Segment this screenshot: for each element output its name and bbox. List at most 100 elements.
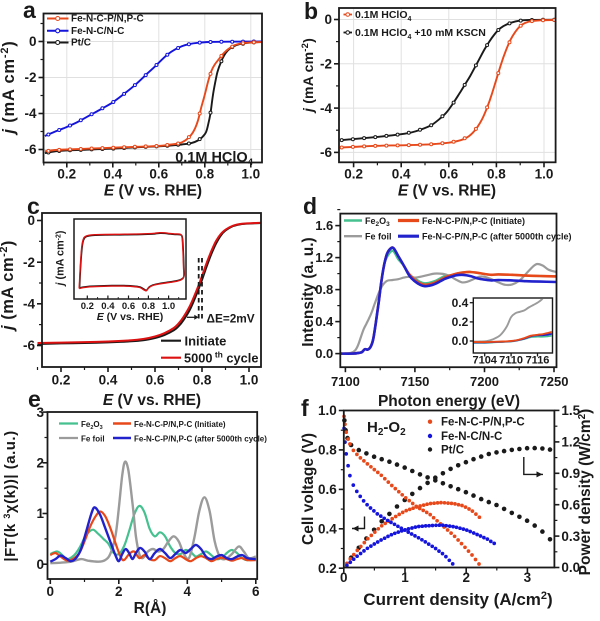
svg-text:j (mA cm-2): j (mA cm-2) — [0, 40, 18, 135]
svg-text:b: b — [304, 0, 318, 24]
svg-text:e: e — [28, 386, 41, 412]
svg-text:E (V vs. RHE): E (V vs. RHE) — [97, 311, 164, 323]
svg-text:0.8: 0.8 — [315, 282, 333, 297]
svg-text:Photon energy (eV): Photon energy (eV) — [378, 393, 520, 410]
svg-text:0.8: 0.8 — [195, 167, 214, 182]
svg-text:E (V vs. RHE): E (V vs. RHE) — [398, 183, 496, 200]
svg-text:Fe foil: Fe foil — [365, 232, 392, 242]
svg-text:0.0: 0.0 — [452, 334, 469, 348]
svg-text:Intensity (a. u.): Intensity (a. u.) — [300, 237, 317, 346]
svg-text:0: 0 — [47, 584, 55, 599]
svg-text:0.2: 0.2 — [57, 167, 76, 182]
svg-text:0.0: 0.0 — [315, 346, 333, 361]
svg-text:Pt/C: Pt/C — [441, 445, 464, 457]
svg-text:Initiate: Initiate — [185, 334, 227, 349]
svg-text:0: 0 — [29, 34, 37, 49]
svg-text:Fe-N-C/N-C: Fe-N-C/N-C — [71, 26, 124, 37]
svg-text:0.8: 0.8 — [193, 373, 212, 388]
svg-text:0.4: 0.4 — [318, 522, 337, 537]
svg-text:0: 0 — [36, 557, 44, 572]
svg-text:Pt/C: Pt/C — [71, 38, 91, 49]
svg-text:0.1M HClO4 +10 mM KSCN: 0.1M HClO4 +10 mM KSCN — [355, 27, 486, 41]
svg-text:-2: -2 — [320, 57, 332, 72]
svg-text:Power density (W/cm2): Power density (W/cm2) — [577, 409, 595, 576]
svg-text:1.0: 1.0 — [535, 167, 554, 182]
svg-text:1: 1 — [401, 570, 409, 585]
svg-text:0.2: 0.2 — [344, 167, 363, 182]
svg-text:0.4: 0.4 — [99, 373, 118, 388]
svg-text:0.8: 0.8 — [142, 301, 155, 312]
svg-text:-2: -2 — [23, 255, 35, 270]
svg-text:0.2: 0.2 — [318, 561, 337, 576]
svg-text:0.2: 0.2 — [81, 301, 94, 312]
svg-text:-2: -2 — [24, 70, 36, 85]
svg-text:-6: -6 — [23, 338, 35, 353]
svg-text:5000 th cycle: 5000 th cycle — [184, 350, 258, 366]
svg-text:1.2: 1.2 — [315, 250, 333, 265]
svg-text:Fe-N-C/N-C: Fe-N-C/N-C — [441, 431, 502, 443]
svg-text:-4: -4 — [320, 101, 332, 116]
svg-text:1.0: 1.0 — [162, 301, 175, 312]
svg-text:0.4: 0.4 — [315, 314, 334, 329]
svg-text:0.2: 0.2 — [52, 373, 71, 388]
svg-text:1.5: 1.5 — [561, 403, 580, 418]
svg-text:Fe-N-C-P/N,P-C (after 5000th c: Fe-N-C-P/N,P-C (after 5000th cycle) — [134, 434, 267, 443]
svg-text:0.6: 0.6 — [439, 167, 458, 182]
svg-text:7250: 7250 — [540, 374, 569, 389]
svg-text:Current density (A/cm2): Current density (A/cm2) — [363, 590, 552, 609]
svg-text:2: 2 — [36, 456, 44, 471]
svg-text:|FT(k 3χ(k))| (a.u.): |FT(k 3χ(k))| (a.u.) — [2, 430, 19, 561]
svg-text:7110: 7110 — [499, 355, 523, 367]
svg-text:-6: -6 — [320, 145, 332, 160]
svg-text:Fe-N-C-P/N,P-C (Initiate): Fe-N-C-P/N,P-C (Initiate) — [134, 420, 226, 429]
svg-text:2: 2 — [462, 570, 470, 585]
svg-text:R(Å): R(Å) — [134, 600, 167, 616]
svg-text:1.6: 1.6 — [315, 218, 333, 233]
svg-text:0.6: 0.6 — [149, 167, 168, 182]
svg-text:0.1M HClO4: 0.1M HClO4 — [355, 9, 412, 23]
svg-text:7100: 7100 — [331, 374, 360, 389]
svg-text:f: f — [301, 395, 309, 421]
svg-text:j (mA cm-2): j (mA cm-2) — [0, 240, 17, 332]
svg-text:j (mA cm-2): j (mA cm-2) — [55, 230, 67, 287]
svg-text:3: 3 — [524, 570, 532, 585]
svg-text:2: 2 — [115, 584, 123, 599]
svg-text:0.4: 0.4 — [101, 301, 115, 312]
svg-text:Fe2O3: Fe2O3 — [81, 420, 103, 431]
svg-text:0.2: 0.2 — [452, 315, 469, 329]
svg-text:0.0: 0.0 — [561, 560, 580, 575]
svg-text:c: c — [27, 193, 40, 219]
svg-text:1.0: 1.0 — [241, 167, 260, 182]
svg-text:7200: 7200 — [470, 374, 499, 389]
svg-text:0.3: 0.3 — [561, 529, 580, 544]
svg-text:0.9: 0.9 — [561, 466, 580, 481]
svg-text:a: a — [23, 0, 36, 23]
svg-text:Fe-N-C-P/N,P-C: Fe-N-C-P/N,P-C — [441, 417, 525, 429]
svg-text:-6: -6 — [24, 142, 36, 157]
svg-text:1: 1 — [36, 506, 44, 521]
svg-text:0.6: 0.6 — [146, 373, 165, 388]
svg-text:E (V vs. RHE): E (V vs. RHE) — [103, 392, 201, 409]
svg-text:0.8: 0.8 — [487, 167, 506, 182]
svg-text:0.6: 0.6 — [561, 497, 580, 512]
svg-text:0.6: 0.6 — [318, 482, 337, 497]
svg-text:ΔE=2mV: ΔE=2mV — [207, 312, 255, 326]
svg-text:3: 3 — [36, 405, 44, 420]
svg-text:0: 0 — [27, 213, 35, 228]
svg-text:Fe2O3: Fe2O3 — [365, 216, 390, 228]
svg-text:Fe-N-C-P/N,P-C (Initiate): Fe-N-C-P/N,P-C (Initiate) — [422, 216, 525, 226]
svg-text:7116: 7116 — [526, 355, 550, 367]
svg-text:Fe-N-C-P/N,P-C: Fe-N-C-P/N,P-C — [71, 14, 144, 25]
svg-text:0.1M HClO4: 0.1M HClO4 — [175, 150, 254, 168]
svg-text:1.0: 1.0 — [240, 373, 259, 388]
svg-text:Cell voltage (V): Cell voltage (V) — [300, 433, 317, 545]
svg-text:1.0: 1.0 — [318, 403, 337, 418]
svg-text:Fe foil: Fe foil — [81, 434, 105, 443]
svg-text:7150: 7150 — [400, 374, 429, 389]
svg-text:0.4: 0.4 — [392, 167, 411, 182]
svg-text:1.2: 1.2 — [561, 435, 580, 450]
svg-text:6: 6 — [252, 584, 260, 599]
svg-text:0.8: 0.8 — [318, 443, 337, 458]
svg-text:-4: -4 — [23, 297, 35, 312]
svg-text:4: 4 — [184, 584, 192, 599]
